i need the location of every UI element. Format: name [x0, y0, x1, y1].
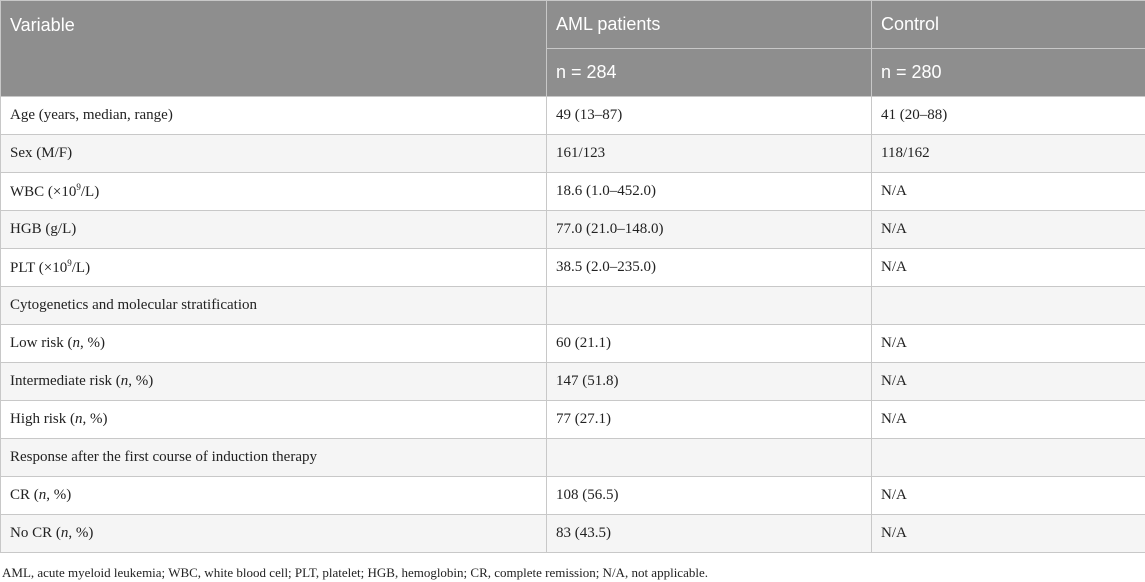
table-row: Cytogenetics and molecular stratificatio…	[0, 286, 1145, 325]
aml-value-cell	[546, 438, 872, 477]
variable-cell: Intermediate risk (n, %)	[0, 362, 547, 401]
variable-label-prefix: Intermediate risk (	[10, 373, 121, 389]
variable-label-suffix: , %)	[128, 373, 154, 389]
variable-label-suffix: , %)	[82, 411, 108, 427]
variable-cell: No CR (n, %)	[0, 514, 547, 553]
variable-cell: PLT (×109/L)	[0, 248, 547, 287]
control-value-cell: N/A	[871, 210, 1145, 249]
variable-cell: Response after the first course of induc…	[0, 438, 547, 477]
control-value-cell: N/A	[871, 476, 1145, 515]
variable-cell: CR (n, %)	[0, 476, 547, 515]
control-value-cell: N/A	[871, 362, 1145, 401]
aml-value-cell: 77.0 (21.0–148.0)	[546, 210, 872, 249]
table-row: Low risk (n, %) 60 (21.1) N/A	[0, 324, 1145, 363]
aml-value-cell: 18.6 (1.0–452.0)	[546, 172, 872, 211]
variable-label-italic: n	[60, 525, 69, 541]
aml-value-cell: 83 (43.5)	[546, 514, 872, 553]
variable-label-prefix: PLT (×10	[10, 260, 68, 276]
control-value-cell: N/A	[871, 324, 1145, 363]
table-row: HGB (g/L) 77.0 (21.0–148.0) N/A	[0, 210, 1145, 249]
control-value-cell: 118/162	[871, 134, 1145, 173]
header-control: Control	[871, 0, 1145, 49]
control-value-cell: N/A	[871, 514, 1145, 553]
aml-value-cell: 60 (21.1)	[546, 324, 872, 363]
header-aml-n: n = 284	[546, 48, 872, 97]
variable-label-italic: n	[72, 335, 81, 351]
aml-value-cell: 38.5 (2.0–235.0)	[546, 248, 872, 287]
table-header: Variable AML patients Control n = 284 n …	[0, 0, 1145, 97]
variable-cell: Low risk (n, %)	[0, 324, 547, 363]
variable-label-prefix: No CR (	[10, 525, 61, 541]
variable-label-prefix: Low risk (	[10, 335, 73, 351]
header-aml-patients: AML patients	[546, 0, 872, 49]
variable-label-suffix: /L)	[80, 184, 100, 200]
table-row: CR (n, %) 108 (56.5) N/A	[0, 476, 1145, 515]
aml-value-cell: 49 (13–87)	[546, 96, 872, 135]
variable-label-prefix: High risk (	[10, 411, 75, 427]
table-row: Intermediate risk (n, %) 147 (51.8) N/A	[0, 362, 1145, 401]
variable-cell: HGB (g/L)	[0, 210, 547, 249]
variable-cell: Age (years, median, range)	[0, 96, 547, 135]
variable-label-italic: n	[120, 373, 129, 389]
control-value-cell: N/A	[871, 248, 1145, 287]
aml-value-cell: 147 (51.8)	[546, 362, 872, 401]
aml-value-cell	[546, 286, 872, 325]
table-row: WBC (×109/L) 18.6 (1.0–452.0) N/A	[0, 172, 1145, 211]
table-row: High risk (n, %) 77 (27.1) N/A	[0, 400, 1145, 439]
header-variable: Variable	[0, 0, 547, 97]
data-table: Variable AML patients Control n = 284 n …	[0, 0, 1145, 553]
aml-value-cell: 161/123	[546, 134, 872, 173]
aml-value-cell: 108 (56.5)	[546, 476, 872, 515]
variable-label-suffix: , %)	[46, 487, 72, 503]
control-value-cell	[871, 438, 1145, 477]
variable-label-suffix: , %)	[80, 335, 105, 351]
table-footnote: AML, acute myeloid leukemia; WBC, white …	[2, 565, 708, 580]
variable-cell: Sex (M/F)	[0, 134, 547, 173]
header-control-n: n = 280	[871, 48, 1145, 97]
variable-label-prefix: WBC (×10	[10, 184, 77, 200]
table-row: No CR (n, %) 83 (43.5) N/A	[0, 514, 1145, 553]
variable-label-suffix: /L)	[71, 260, 91, 276]
variable-label-italic: n	[75, 411, 83, 427]
variable-label-prefix: CR (	[10, 487, 39, 503]
control-value-cell: N/A	[871, 172, 1145, 211]
variable-label-superscript: 9	[67, 258, 72, 268]
control-value-cell	[871, 286, 1145, 325]
variable-label-italic: n	[38, 487, 47, 503]
variable-cell: Cytogenetics and molecular stratificatio…	[0, 286, 547, 325]
variable-label-suffix: , %)	[68, 525, 94, 541]
variable-cell: High risk (n, %)	[0, 400, 547, 439]
table-row: PLT (×109/L) 38.5 (2.0–235.0) N/A	[0, 248, 1145, 287]
control-value-cell: 41 (20–88)	[871, 96, 1145, 135]
control-value-cell: N/A	[871, 400, 1145, 439]
table-row: Response after the first course of induc…	[0, 438, 1145, 477]
variable-cell: WBC (×109/L)	[0, 172, 547, 211]
table-row: Age (years, median, range) 49 (13–87) 41 (…	[0, 96, 1145, 135]
aml-value-cell: 77 (27.1)	[546, 400, 872, 439]
table-row: Sex (M/F) 161/123 118/162	[0, 134, 1145, 173]
variable-label-superscript: 9	[76, 182, 81, 192]
table-body: Age (years, median, range) 49 (13–87) 41 (…	[0, 96, 1145, 553]
